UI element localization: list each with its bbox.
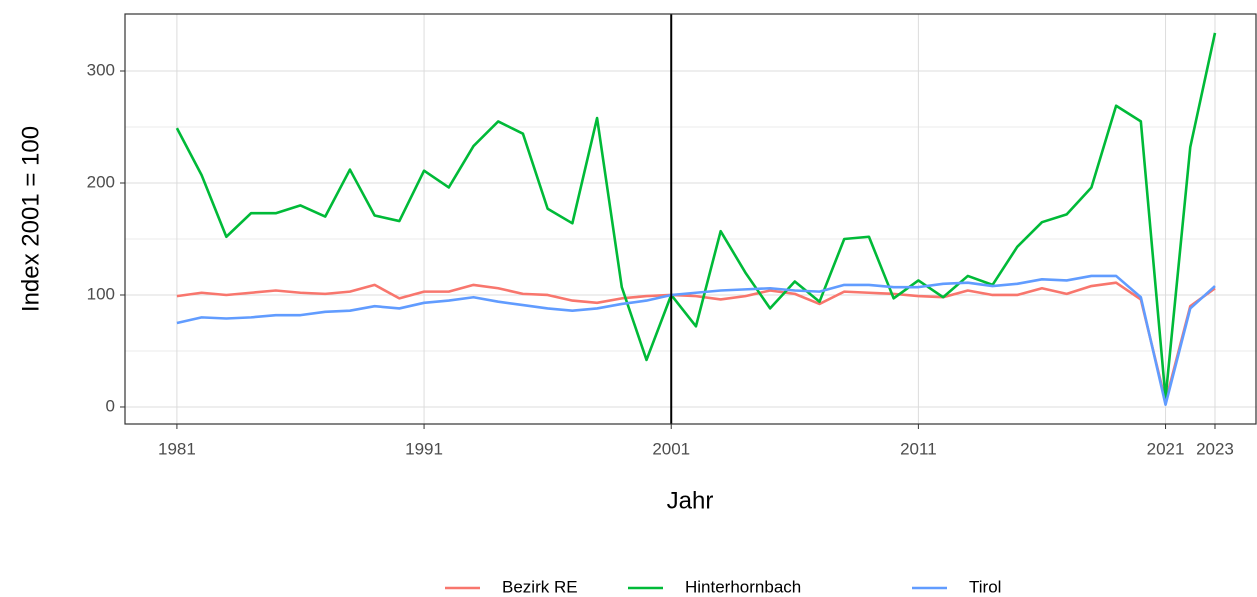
x-tick-label: 1991 [405,439,443,458]
x-axis-label: Jahr [667,487,714,514]
y-tick-label: 0 [106,396,115,415]
y-tick-label: 300 [87,60,115,79]
x-tick-label: 2021 [1147,439,1185,458]
series-line [176,274,1216,407]
y-tick-label: 200 [87,172,115,191]
y-axis-label: Index 2001 = 100 [17,126,44,312]
y-tick-label: 100 [87,284,115,303]
series-line [175,32,1217,400]
panel-border [124,13,1257,425]
legend-label: Hinterhornbach [685,577,801,596]
x-tick-label: 2023 [1196,439,1234,458]
legend-label: Tirol [969,577,1001,596]
x-tick-label: 1981 [158,439,196,458]
x-tick-label: 2001 [652,439,690,458]
legend-label: Bezirk RE [502,577,578,596]
series-line [176,281,1216,403]
x-tick-label: 2011 [900,439,937,458]
